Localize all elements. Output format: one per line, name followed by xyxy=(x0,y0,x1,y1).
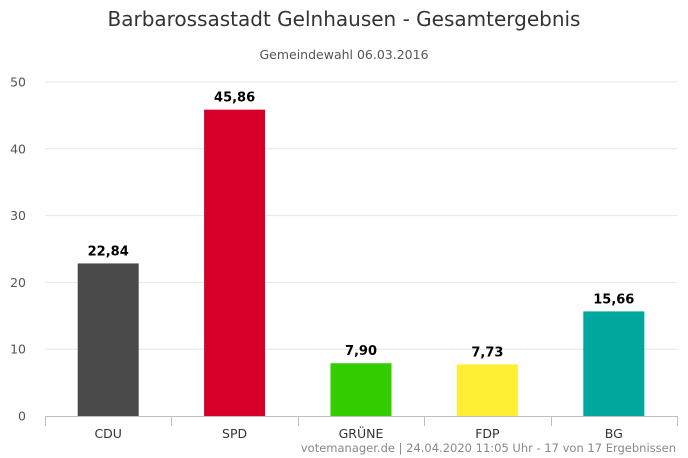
y-tick-label: 50 xyxy=(10,75,26,90)
chart-title: Barbarossastadt Gelnhausen - Gesamtergeb… xyxy=(107,7,581,31)
x-tick-label: SPD xyxy=(222,426,247,441)
y-axis: 0 10 20 30 40 50 xyxy=(10,75,26,424)
credits-text[interactable]: votemanager.de | 24.04.2020 11:05 Uhr - … xyxy=(300,441,676,455)
gridlines xyxy=(45,81,677,350)
data-label: 7,73 xyxy=(471,345,503,360)
data-label: 7,90 xyxy=(345,344,377,359)
y-tick-label: 30 xyxy=(10,208,26,223)
x-tick-label: CDU xyxy=(94,426,122,441)
bar-grüne xyxy=(330,363,392,416)
y-tick-label: 10 xyxy=(10,342,26,357)
y-tick-label: 0 xyxy=(18,409,26,424)
bar-cdu xyxy=(77,263,139,416)
data-label: 22,84 xyxy=(88,244,129,259)
x-tick-label: FDP xyxy=(475,426,500,441)
x-axis: CDU SPD GRÜNE FDP BG xyxy=(45,416,678,441)
y-tick-label: 40 xyxy=(10,141,26,156)
x-tick-label: GRÜNE xyxy=(339,425,384,441)
data-label: 15,66 xyxy=(593,292,634,307)
y-tick-label: 20 xyxy=(10,275,26,290)
bar-bg xyxy=(583,311,645,416)
data-labels: 22,84 45,86 7,90 7,73 15,66 xyxy=(88,91,635,361)
bar-spd xyxy=(204,109,266,416)
chart-subtitle: Gemeindewahl 06.03.2016 xyxy=(259,47,429,62)
bars xyxy=(77,109,645,416)
x-tick-label: BG xyxy=(605,426,623,441)
data-label: 45,86 xyxy=(214,91,255,106)
bar-fdp xyxy=(456,364,518,416)
